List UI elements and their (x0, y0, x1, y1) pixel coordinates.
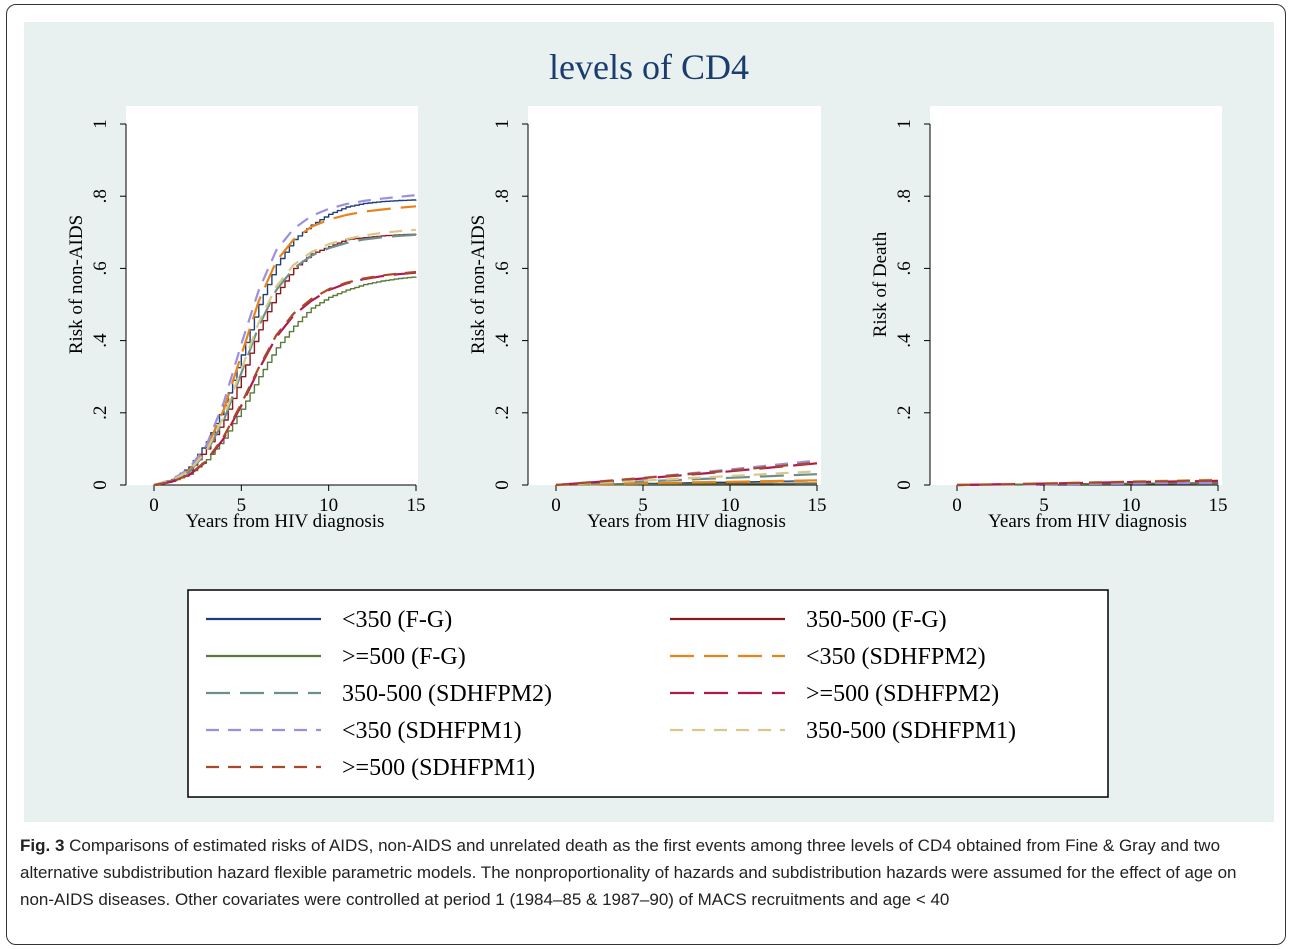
x-tick-label: 5 (237, 495, 247, 516)
legend-label: 350-500 (F-G) (806, 607, 947, 633)
plot-area (930, 106, 1222, 485)
legend-box (187, 589, 1109, 798)
panel-3: 0 .2 .4 .6 .8 1 Risk of Death 0 5 10 15 Years from … (870, 106, 1228, 532)
legend-item: >=500 (F-G) (206, 644, 466, 670)
y-tick-label: .2 (90, 406, 111, 420)
legend-label: <350 (SDHFPM2) (806, 644, 986, 670)
y-tick-label: 1 (492, 119, 513, 129)
legend-item: <350 (SDHFPM1) (206, 718, 522, 744)
y-tick-label: 0 (894, 480, 915, 490)
y-tick-label: 1 (894, 119, 915, 129)
legend-label: >=500 (SDHFPM2) (806, 681, 999, 707)
y-tick-label: .6 (492, 261, 513, 275)
series-line-m1_500 (153, 270, 417, 487)
x-tick-label: 10 (721, 495, 740, 516)
figure-panel: levels of CD4 0.2.4.6.8 1 Risk of non-AIDS 0… (24, 22, 1274, 822)
legend-item: 350-500 (F-G) (670, 607, 947, 633)
legend-label: 350-500 (SDHFPM1) (806, 718, 1016, 744)
panel-2: 0 .2 .4 .6 .8 1 Risk of non-AIDS 0 5 10 15 Years fr… (468, 106, 827, 532)
x-axis-label: Years from HIV diagnosis (186, 511, 385, 532)
y-tick-label: .2 (894, 406, 915, 420)
y-tick-label: .6 (894, 261, 915, 275)
y-tick-label: 1 (90, 119, 111, 129)
figure-caption: Fig. 3 Comparisons of estimated risks of… (20, 832, 1270, 913)
x-axis-label: Years from HIV diagnosis (587, 511, 786, 532)
series-line-m2_350500 (555, 473, 818, 487)
y-tick-label: .2 (492, 406, 513, 420)
series-line-m1_350500 (153, 228, 417, 487)
x-tick-label: 5 (1039, 495, 1049, 516)
legend: <350 (F-G) 350-500 (F-G) >=500 (F-G) <350 (… (187, 589, 1109, 798)
series-line-fg350 (154, 199, 417, 486)
legend-label: >=500 (SDHFPM1) (342, 755, 535, 781)
caption-text: Comparisons of estimated risks of AIDS, … (20, 836, 1237, 909)
legend-item: 350-500 (SDHFPM1) (670, 718, 1016, 744)
x-tick-label: 0 (149, 495, 159, 516)
series-line-m1_350 (153, 194, 417, 487)
legend-item: >=500 (SDHFPM2) (670, 681, 999, 707)
chart-title: levels of CD4 (549, 47, 749, 87)
plot-area (126, 106, 418, 485)
y-axis-label: Risk of Death (870, 231, 891, 337)
x-tick-label: 15 (808, 495, 827, 516)
y-tick-label: .8 (90, 189, 111, 203)
y-tick-label: .8 (894, 189, 915, 203)
y-tick-label: 0 (90, 480, 111, 490)
series-line-m2_500 (555, 462, 818, 487)
legend-item: <350 (F-G) (206, 607, 452, 633)
legend-item: >=500 (SDHFPM1) (206, 755, 535, 781)
x-tick-label: 0 (952, 495, 962, 516)
plot-area (528, 106, 821, 485)
x-tick-label: 10 (1122, 495, 1141, 516)
y-tick-label: .4 (492, 333, 513, 348)
y-axis-label: Risk of non-AIDS (66, 215, 87, 354)
legend-label: <350 (SDHFPM1) (342, 718, 522, 744)
x-tick-label: 0 (551, 495, 561, 516)
y-tick-label: .4 (894, 333, 915, 348)
caption-label: Fig. 3 (20, 836, 65, 855)
series-line-m2_500 (956, 479, 1219, 487)
panel-1: 0 .2 .4 .6 .8 1 Risk of non-AIDS 0 5 10 15 Years fr… (66, 106, 426, 532)
x-tick-label: 10 (319, 495, 338, 516)
x-tick-label: 5 (638, 495, 648, 516)
legend-item: 350-500 (SDHFPM2) (206, 681, 552, 707)
legend-item: <350 (SDHFPM2) (670, 644, 986, 670)
x-axis-label: Years from HIV diagnosis (988, 511, 1187, 532)
y-tick-label: .6 (90, 261, 111, 275)
y-tick-label: 0 (492, 480, 513, 490)
y-axis-label: Risk of non-AIDS (468, 215, 489, 354)
legend-label: <350 (F-G) (342, 607, 452, 633)
legend-label: >=500 (F-G) (342, 644, 466, 670)
x-tick-label: 15 (407, 495, 426, 516)
x-tick-label: 15 (1209, 495, 1228, 516)
legend-label: 350-500 (SDHFPM2) (342, 681, 552, 707)
y-tick-label: .8 (492, 189, 513, 203)
y-tick-label: .4 (90, 333, 111, 348)
